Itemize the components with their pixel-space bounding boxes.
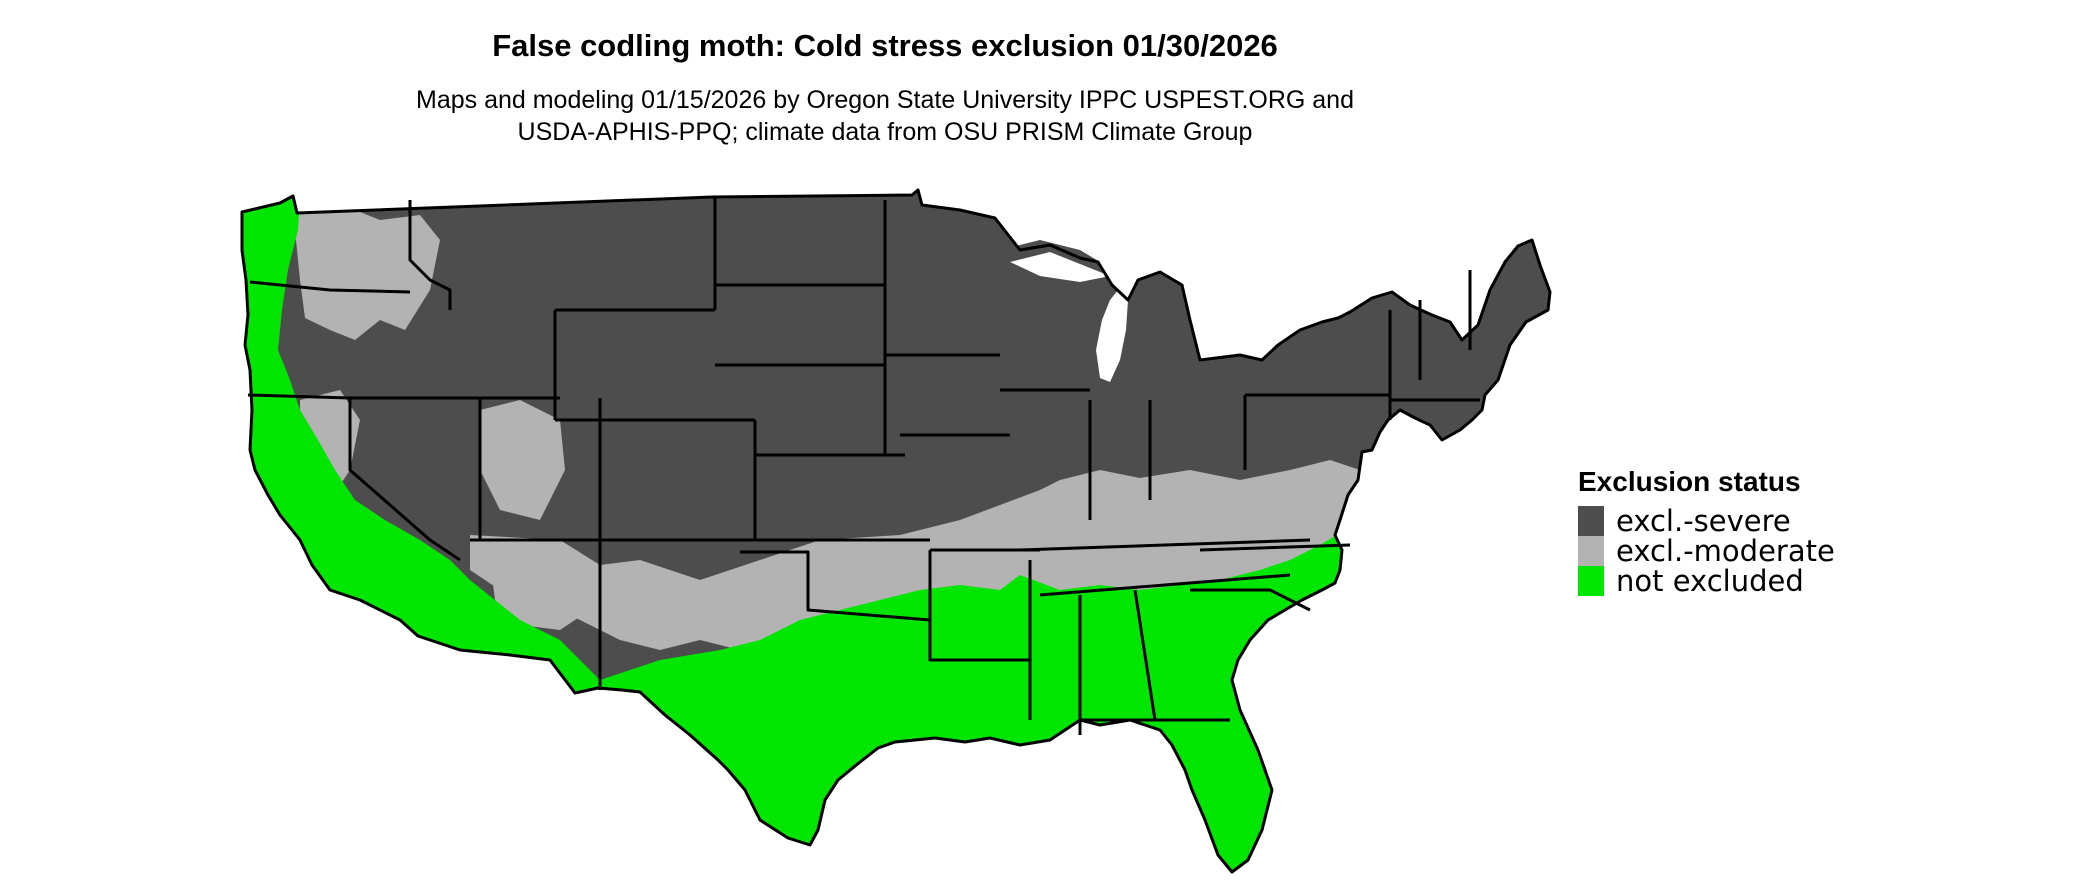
lake-michigan <box>1096 290 1128 382</box>
water-bodies <box>1010 252 1128 382</box>
border-nv-ca <box>348 398 461 562</box>
legend-swatch-not-excluded <box>1578 566 1604 596</box>
region-not-excluded <box>242 195 1360 872</box>
green-zone-west-coast <box>242 195 610 700</box>
moderate-zone-utah <box>480 400 565 520</box>
legend-label-moderate: excl.-moderate <box>1616 534 1835 568</box>
border-va-nc <box>1199 543 1351 552</box>
map-land <box>242 190 1550 872</box>
legend-item-not-excluded: not excluded <box>1578 566 1835 596</box>
map-title: False codling moth: Cold stress exclusio… <box>492 28 1278 63</box>
moderate-zone-southern-band <box>470 460 1370 680</box>
border-ok-tx <box>740 550 931 622</box>
legend-swatch-severe <box>1578 506 1604 536</box>
green-zone-gulf-southeast <box>600 530 1360 872</box>
subtitle-line-1: Maps and modeling 01/15/2026 by Oregon S… <box>416 86 1354 114</box>
border-id-mt <box>408 200 452 310</box>
border-wa-or <box>249 280 411 294</box>
region-excl-moderate <box>290 200 1370 680</box>
border-al-ga <box>1133 589 1157 721</box>
legend-item-severe: excl.-severe <box>1578 506 1835 536</box>
subtitle-line-2: USDA-APHIS-PPQ; climate data from OSU PR… <box>517 118 1253 146</box>
legend-item-moderate: excl.-moderate <box>1578 536 1835 566</box>
map-subtitle: Maps and modeling 01/15/2026 by Oregon S… <box>0 84 1770 148</box>
state-borders <box>240 188 1552 874</box>
legend-label-severe: excl.-severe <box>1616 504 1791 538</box>
border-tn-south <box>1039 573 1291 597</box>
moderate-zone-northwest <box>290 200 440 340</box>
region-excl-severe <box>242 190 1550 872</box>
legend-swatch-moderate <box>1578 536 1604 566</box>
border-nc-sc <box>1190 588 1311 612</box>
legend-label-not-excluded: not excluded <box>1616 564 1804 598</box>
border-ar-la <box>928 550 1030 662</box>
legend: Exclusion status excl.-severe excl.-mode… <box>1578 464 1835 596</box>
border-ky-tn <box>1019 538 1311 552</box>
moderate-zone-arizona <box>490 550 600 630</box>
legend-title: Exclusion status <box>1578 466 1801 497</box>
lake-superior <box>1010 252 1110 282</box>
